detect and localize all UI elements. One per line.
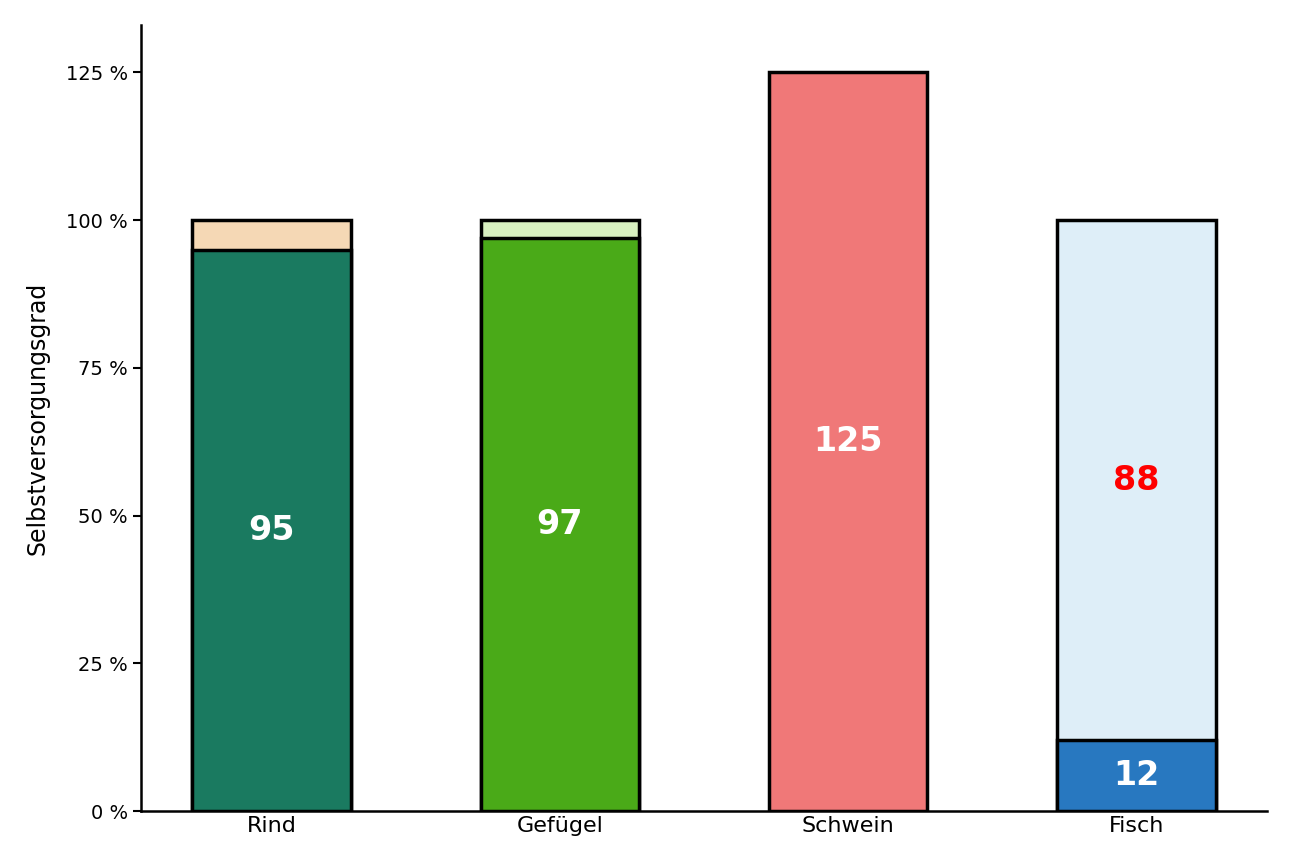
Bar <box>193 250 350 811</box>
Bar <box>481 238 640 811</box>
Bar <box>1057 740 1216 811</box>
Text: 97: 97 <box>536 508 583 541</box>
Bar <box>193 220 350 811</box>
Text: 12: 12 <box>1114 759 1160 792</box>
Bar <box>1057 220 1216 811</box>
Text: 95: 95 <box>248 514 295 547</box>
Bar <box>769 72 928 811</box>
Text: 125: 125 <box>814 425 882 458</box>
Bar <box>481 220 640 811</box>
Text: 88: 88 <box>1114 463 1160 497</box>
Y-axis label: Selbstversorgungsgrad: Selbstversorgungsgrad <box>25 282 49 554</box>
